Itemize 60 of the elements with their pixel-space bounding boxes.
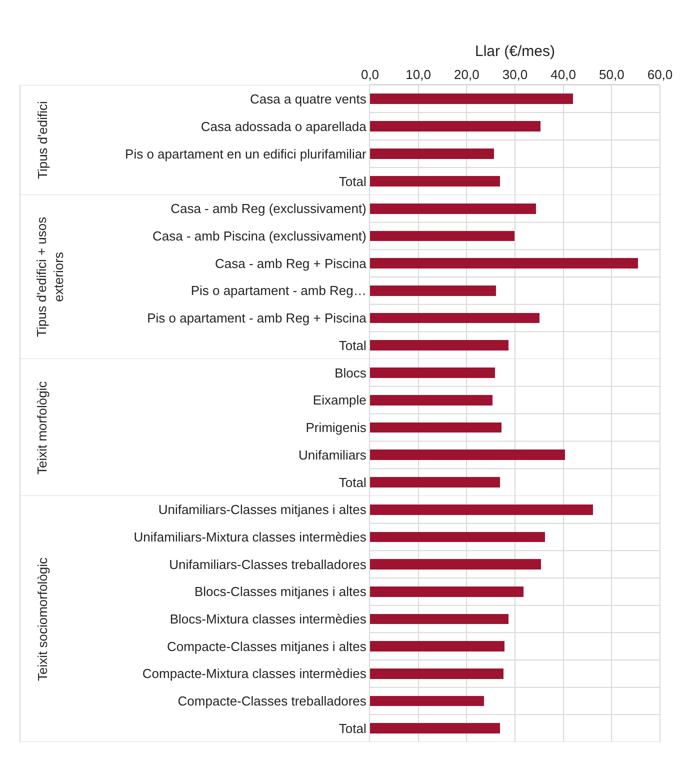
- y-tick-label: Pis o apartament - amb Reg…: [190, 282, 366, 298]
- bar: [370, 312, 540, 323]
- y-tick-label: Primigenis: [306, 420, 367, 435]
- bar: [370, 422, 502, 432]
- y-axis-title: Teixit sociomorfològic: [35, 556, 50, 681]
- y-tick-label: Total: [338, 174, 367, 189]
- y-tick-label: Casa - amb Reg (exclussivament): [170, 200, 366, 216]
- y-tick-label: Casa adossada o aparellada: [200, 118, 368, 134]
- x-tick-label: 40,0: [550, 66, 576, 82]
- x-tick-label: 60,0: [647, 66, 673, 82]
- bar: [370, 202, 536, 214]
- bar: [370, 586, 524, 596]
- bar: [370, 394, 492, 406]
- y-tick-label: Eixample: [312, 392, 366, 408]
- y-tick-label: Pis o apartament - amb Reg + Piscina: [147, 310, 368, 326]
- bar: [370, 558, 542, 570]
- bar: [370, 94, 573, 104]
- y-tick-label: Blocs: [334, 365, 367, 380]
- bar: [370, 668, 504, 678]
- y-tick-label: Compacte-Mixtura classes intermèdies: [142, 666, 367, 681]
- bar: [370, 284, 496, 296]
- bar: [370, 504, 593, 514]
- x-tick-label: 50,0: [599, 66, 624, 82]
- x-tick-label: 20,0: [454, 66, 480, 82]
- y-tick-label: Casa - amb Reg + Piscina: [215, 255, 368, 270]
- y-axis-title: Tipus d'edifici + usos exteriors: [34, 216, 66, 336]
- y-tick-label: Pis o apartament en un edifici plurifamiliar: [125, 146, 368, 162]
- y-axis-title: Tipus d'edifici: [35, 101, 50, 179]
- bar: [370, 476, 500, 488]
- bar: [370, 640, 504, 652]
- bar: [370, 695, 484, 706]
- y-tick-label: Compacte-Classes mitjanes i altes: [166, 638, 367, 654]
- bar: [370, 340, 509, 350]
- bar: [370, 367, 496, 378]
- bar: [370, 121, 541, 132]
- x-tick-label: 0,0: [360, 66, 380, 82]
- y-tick-label: Total: [338, 720, 367, 736]
- bar: [370, 722, 500, 734]
- bar: [370, 613, 509, 624]
- bar: [370, 176, 500, 186]
- y-tick-label: Casa a quatre vents: [250, 91, 367, 106]
- y-tick-label: Blocs-Mixtura classes intermèdies: [170, 611, 367, 626]
- y-tick-label: Unifamiliars: [298, 447, 367, 462]
- bar: [370, 148, 494, 159]
- y-axis-title: Teixit morfològic: [34, 380, 50, 474]
- y-tick-label: Casa - amb Piscina (exclussivament): [152, 228, 366, 244]
- y-tick-label: Compacte-Classes treballadores: [178, 693, 367, 708]
- bar: [370, 258, 638, 268]
- x-axis-title: Llar (€/mes): [474, 43, 556, 60]
- y-tick-label: Total: [338, 474, 367, 490]
- y-tick-label: Unifamiliars-Mixtura classes intermèdies: [134, 529, 367, 544]
- y-tick-label: Total: [338, 337, 367, 352]
- bar: [370, 449, 565, 460]
- x-tick-label: 10,0: [406, 66, 431, 82]
- x-tick-label: 30,0: [502, 66, 528, 82]
- y-tick-label: Blocs-Classes mitjanes i altes: [194, 584, 367, 599]
- y-tick-label: Unifamiliars-Classes treballadores: [169, 556, 367, 572]
- bar: [370, 531, 545, 542]
- bar: [370, 230, 515, 241]
- y-tick-label: Unifamiliars-Classes mitjanes i altes: [158, 502, 367, 517]
